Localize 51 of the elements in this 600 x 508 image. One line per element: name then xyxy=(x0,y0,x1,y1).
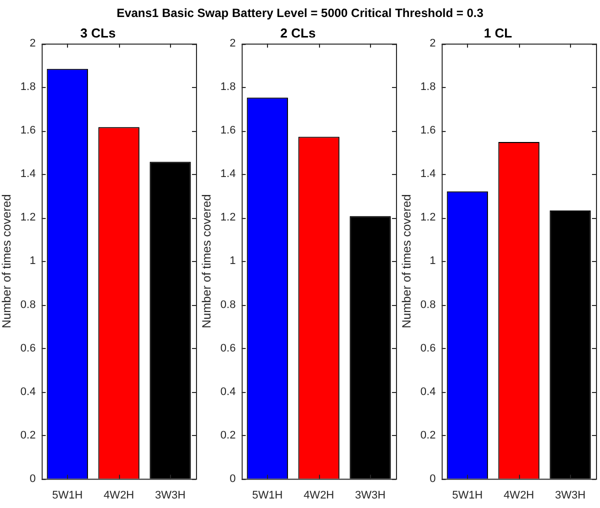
chart-title: 3 CLs xyxy=(80,25,116,40)
x-tick-label: 5W1H xyxy=(452,489,483,502)
y-tick-label: 0.2 xyxy=(220,429,236,442)
bar xyxy=(350,216,391,479)
y-tick-label: 1.4 xyxy=(20,168,36,180)
bar xyxy=(150,162,191,479)
y-tick-label: 0.2 xyxy=(20,429,36,442)
x-tick-label: 5W1H xyxy=(52,489,83,502)
x-tick-label: 4W2H xyxy=(504,489,534,502)
y-tick-label: 0.4 xyxy=(20,386,36,398)
y-tick-label: 1.8 xyxy=(420,81,436,94)
chart-title: 1 CL xyxy=(484,25,512,40)
y-axis-title: Number of times covered xyxy=(200,194,214,328)
y-tick-label: 1 xyxy=(430,255,436,268)
y-tick-label: 1.6 xyxy=(20,124,36,137)
y-tick-label: 1 xyxy=(30,255,36,268)
chart-title: 2 CLs xyxy=(280,25,316,40)
x-tick-label: 4W2H xyxy=(304,489,334,502)
y-tick-label: 1.6 xyxy=(420,124,436,137)
y-tick-label: 0.8 xyxy=(220,298,236,311)
x-tick-label: 3W3H xyxy=(555,489,586,502)
y-tick-label: 2 xyxy=(430,38,436,50)
y-tick-label: 0.4 xyxy=(420,386,436,398)
y-tick-label: 1.8 xyxy=(220,81,236,94)
y-axis-title: Number of times covered xyxy=(400,194,414,328)
y-tick-label: 2 xyxy=(30,38,36,50)
x-tick-label: 4W2H xyxy=(104,489,134,502)
y-tick-label: 0 xyxy=(30,472,36,485)
y-tick-label: 0 xyxy=(430,472,436,485)
y-tick-label: 0.4 xyxy=(220,386,236,398)
y-tick-label: 0 xyxy=(230,472,236,485)
x-tick-label: 3W3H xyxy=(155,489,186,502)
x-tick-label: 3W3H xyxy=(355,489,386,502)
y-tick-label: 0.6 xyxy=(220,342,236,354)
y-tick-label: 1.2 xyxy=(420,212,436,224)
y-tick-label: 1.2 xyxy=(220,212,236,224)
y-tick-label: 0.8 xyxy=(420,298,436,311)
y-tick-label: 1.4 xyxy=(220,168,236,180)
y-tick-label: 0.6 xyxy=(20,342,36,354)
y-tick-label: 0.8 xyxy=(20,298,36,311)
text: Evans1 Basic Swap Battery Level = 5000 Critical Threshold = 0.3 xyxy=(116,6,484,20)
y-tick-label: 1 xyxy=(230,255,236,268)
y-tick-label: 0.6 xyxy=(420,342,436,354)
y-tick-label: 1.4 xyxy=(420,168,436,180)
y-axis-title: Number of times covered xyxy=(0,194,14,328)
y-tick-label: 0.2 xyxy=(420,429,436,442)
x-tick-label: 5W1H xyxy=(252,489,283,502)
y-tick-label: 1.8 xyxy=(20,81,36,94)
y-tick-label: 1.6 xyxy=(220,124,236,137)
y-tick-label: 1.2 xyxy=(20,212,36,224)
y-tick-label: 2 xyxy=(230,38,236,50)
